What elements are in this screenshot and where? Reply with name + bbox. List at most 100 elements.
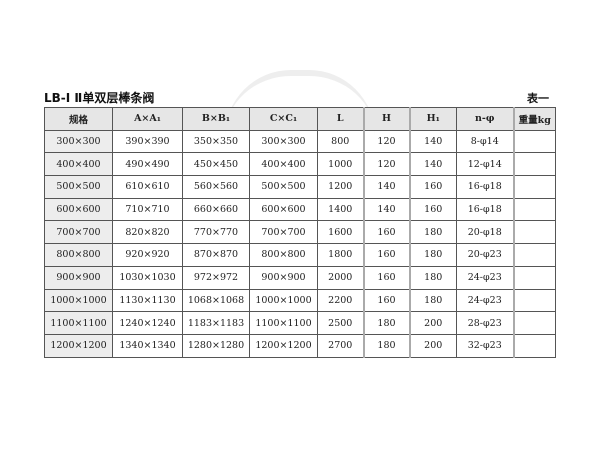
table-row: 1200×1200 1340×1340 1280×1280 1200×1200 2700… <box>44 333 556 358</box>
table-row: 1000×1000 1130×1130 1068×1068 1000×1000 2200… <box>44 288 556 313</box>
table-cell: 1800 <box>317 243 364 267</box>
table-cell: 1400 <box>317 197 364 222</box>
table-cell: 24-φ23 <box>456 265 514 290</box>
table-cell <box>512 311 556 335</box>
table-cell: 24-φ23 <box>456 288 514 313</box>
table-cell: 28-φ23 <box>456 311 514 335</box>
column-header: C×C₁ <box>249 107 318 131</box>
table-row: 400×400 490×490 450×450 400×400 1000 120 140 12… <box>44 152 556 177</box>
table-cell: 700×700 <box>249 220 318 245</box>
table-cell <box>512 197 556 222</box>
table-cell: 180 <box>408 265 457 290</box>
table-cell: 800×800 <box>44 243 113 267</box>
table-cell: 400×400 <box>44 152 113 177</box>
table-cell: 900×900 <box>249 265 318 290</box>
table-cell: 1100×1100 <box>44 311 113 335</box>
table-cell: 700×700 <box>44 220 113 245</box>
table-cell: 500×500 <box>249 175 318 199</box>
table-cell: 200 <box>408 311 457 335</box>
table-cell: 770×770 <box>182 220 250 245</box>
table-cell: 300×300 <box>44 129 113 154</box>
header-row: 规格 A×A₁ B×B₁ C×C₁ L H H₁ n-φ 重量kg <box>44 107 556 131</box>
table-cell: 1000×1000 <box>44 288 113 313</box>
table-cell: 180 <box>408 220 457 245</box>
table-cell: 350×350 <box>182 129 250 154</box>
table-cell: 140 <box>362 175 410 199</box>
table-cell: 1030×1030 <box>112 265 183 290</box>
table-cell: 820×820 <box>112 220 183 245</box>
column-header: H₁ <box>408 107 457 131</box>
table-cell: 1000×1000 <box>249 288 318 313</box>
column-header: H <box>362 107 410 131</box>
table-cell: 390×390 <box>112 129 183 154</box>
table-row: 500×500 610×610 560×560 500×500 1200 140 160 16… <box>44 175 556 199</box>
table-cell: 140 <box>362 197 410 222</box>
table-row: 700×700 820×820 770×770 700×700 1600 160 180 20… <box>44 220 556 245</box>
table-cell: 1340×1340 <box>112 333 183 358</box>
column-header: 规格 <box>44 107 113 131</box>
table-cell: 660×660 <box>182 197 250 222</box>
table-cell: 1600 <box>317 220 364 245</box>
table-cell <box>512 152 556 177</box>
table-cell: 180 <box>362 333 410 358</box>
table-cell: 560×560 <box>182 175 250 199</box>
table-cell: 600×600 <box>249 197 318 222</box>
table-cell: 1130×1130 <box>112 288 183 313</box>
table-cell: 1000 <box>317 152 364 177</box>
watermark-arc <box>225 70 375 136</box>
table-number: 表一 <box>527 92 549 105</box>
spec-table: 规格 A×A₁ B×B₁ C×C₁ L H H₁ n-φ 重量kg 300×300 390×390… <box>44 107 556 358</box>
table-cell <box>512 265 556 290</box>
table-cell: 160 <box>408 197 457 222</box>
table-cell: 120 <box>362 152 410 177</box>
table-cell: 8-φ14 <box>456 129 514 154</box>
column-header: B×B₁ <box>182 107 250 131</box>
table-cell: 180 <box>408 243 457 267</box>
table-cell: 140 <box>408 152 457 177</box>
table-cell: 1280×1280 <box>182 333 250 358</box>
table-cell <box>512 220 556 245</box>
table-cell: 140 <box>408 129 457 154</box>
table-cell: 32-φ23 <box>456 333 514 358</box>
table-cell: 710×710 <box>112 197 183 222</box>
table-cell: 20-φ18 <box>456 220 514 245</box>
table-cell: 12-φ14 <box>456 152 514 177</box>
table-cell: 600×600 <box>44 197 113 222</box>
table-cell: 610×610 <box>112 175 183 199</box>
table-cell: 972×972 <box>182 265 250 290</box>
table-cell: 2500 <box>317 311 364 335</box>
table-cell: 500×500 <box>44 175 113 199</box>
table-cell <box>512 129 556 154</box>
table-cell: 490×490 <box>112 152 183 177</box>
table-cell: 1240×1240 <box>112 311 183 335</box>
table-cell: 160 <box>362 243 410 267</box>
table-cell: 1183×1183 <box>182 311 250 335</box>
table-cell <box>512 333 556 358</box>
column-header: L <box>317 107 364 131</box>
table-cell: 160 <box>408 175 457 199</box>
table-cell: 160 <box>362 265 410 290</box>
table-cell: 800 <box>317 129 364 154</box>
table-cell: 1068×1068 <box>182 288 250 313</box>
table-cell: 2000 <box>317 265 364 290</box>
table-cell: 300×300 <box>249 129 318 154</box>
column-header: A×A₁ <box>112 107 183 131</box>
table-cell: 400×400 <box>249 152 318 177</box>
column-header: n-φ <box>456 107 514 131</box>
table-cell: 1100×1100 <box>249 311 318 335</box>
table-cell: 800×800 <box>249 243 318 267</box>
table-cell: 180 <box>362 311 410 335</box>
column-header: 重量kg <box>512 107 556 131</box>
table-cell: 450×450 <box>182 152 250 177</box>
table-cell: 160 <box>362 220 410 245</box>
table-cell: 120 <box>362 129 410 154</box>
table-row: 600×600 710×710 660×660 600×600 1400 140 160 16… <box>44 197 556 222</box>
table-cell: 2200 <box>317 288 364 313</box>
table-row: 800×800 920×920 870×870 800×800 1800 160 180 20… <box>44 243 556 267</box>
table-cell: 1200 <box>317 175 364 199</box>
table-cell: 2700 <box>317 333 364 358</box>
table-cell: 900×900 <box>44 265 113 290</box>
table-title: LB-Ⅰ Ⅱ单双层棒条阀 <box>44 91 155 105</box>
table-cell: 200 <box>408 333 457 358</box>
table-row: 1100×1100 1240×1240 1183×1183 1100×1100 2500… <box>44 311 556 335</box>
